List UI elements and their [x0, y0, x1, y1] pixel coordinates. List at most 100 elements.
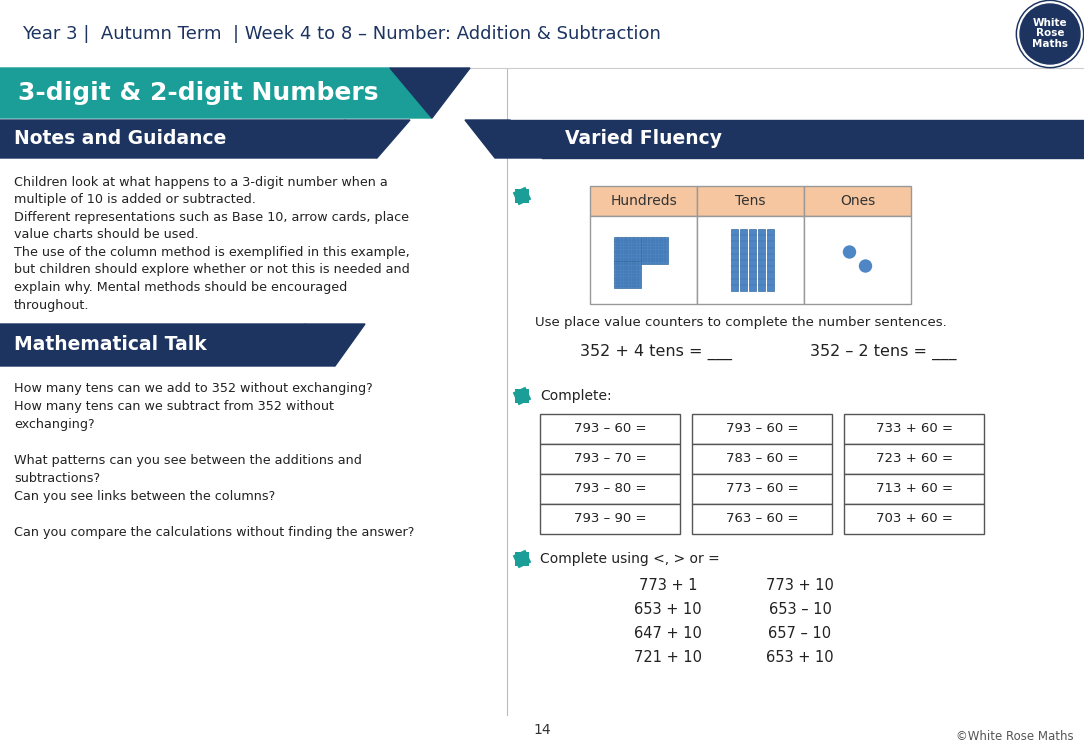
FancyBboxPatch shape — [749, 229, 756, 291]
Text: 793 – 60 =: 793 – 60 = — [573, 422, 646, 436]
FancyBboxPatch shape — [513, 187, 531, 206]
FancyBboxPatch shape — [844, 504, 984, 534]
FancyBboxPatch shape — [697, 216, 804, 304]
Polygon shape — [305, 324, 365, 366]
Text: Children look at what happens to a 3-digit number when a: Children look at what happens to a 3-dig… — [14, 176, 388, 189]
Text: 653 + 10: 653 + 10 — [634, 602, 701, 616]
FancyBboxPatch shape — [692, 414, 833, 444]
Circle shape — [720, 575, 740, 595]
Text: 763 – 60 =: 763 – 60 = — [726, 512, 798, 526]
Text: exchanging?: exchanging? — [14, 418, 94, 431]
Text: multiple of 10 is added or subtracted.: multiple of 10 is added or subtracted. — [14, 194, 256, 206]
Text: Use place value counters to complete the number sentences.: Use place value counters to complete the… — [535, 316, 946, 329]
FancyBboxPatch shape — [844, 414, 984, 444]
FancyBboxPatch shape — [692, 444, 833, 474]
Polygon shape — [0, 68, 433, 118]
Text: Tens: Tens — [735, 194, 765, 208]
Text: 653 + 10: 653 + 10 — [766, 650, 834, 664]
Text: value charts should be used.: value charts should be used. — [14, 229, 198, 242]
FancyBboxPatch shape — [513, 387, 531, 405]
FancyBboxPatch shape — [540, 504, 680, 534]
FancyBboxPatch shape — [590, 216, 697, 304]
Text: 352 + 4 tens = ___: 352 + 4 tens = ___ — [580, 344, 732, 360]
FancyBboxPatch shape — [540, 444, 680, 474]
Text: White: White — [1033, 18, 1068, 28]
Text: 783 – 60 =: 783 – 60 = — [726, 452, 798, 466]
Text: 773 – 60 =: 773 – 60 = — [725, 482, 798, 496]
Text: Varied Fluency: Varied Fluency — [565, 130, 722, 149]
FancyBboxPatch shape — [692, 504, 833, 534]
Text: subtractions?: subtractions? — [14, 472, 100, 485]
Polygon shape — [345, 120, 410, 158]
Text: 352 – 2 tens = ___: 352 – 2 tens = ___ — [810, 344, 956, 360]
Text: Complete:: Complete: — [540, 389, 611, 403]
FancyBboxPatch shape — [804, 216, 911, 304]
Text: Complete using <, > or =: Complete using <, > or = — [540, 552, 720, 566]
Text: 657 – 10: 657 – 10 — [769, 626, 831, 640]
FancyBboxPatch shape — [515, 552, 529, 566]
FancyBboxPatch shape — [540, 414, 680, 444]
Text: 793 – 70 =: 793 – 70 = — [573, 452, 646, 466]
Text: 793 – 90 =: 793 – 90 = — [573, 512, 646, 526]
Circle shape — [860, 260, 872, 272]
Text: Can you compare the calculations without finding the answer?: Can you compare the calculations without… — [14, 526, 414, 539]
Polygon shape — [509, 120, 1084, 158]
FancyBboxPatch shape — [804, 186, 911, 216]
Text: 14: 14 — [533, 723, 551, 737]
Text: 653 – 10: 653 – 10 — [769, 602, 831, 616]
Text: 723 + 60 =: 723 + 60 = — [876, 452, 953, 466]
Text: How many tens can we subtract from 352 without: How many tens can we subtract from 352 w… — [14, 400, 334, 413]
FancyBboxPatch shape — [614, 237, 641, 264]
Text: 773 + 10: 773 + 10 — [766, 578, 834, 592]
Polygon shape — [465, 120, 542, 158]
FancyBboxPatch shape — [515, 189, 529, 203]
Text: 647 + 10: 647 + 10 — [634, 626, 702, 640]
Circle shape — [720, 623, 740, 643]
Text: 793 – 80 =: 793 – 80 = — [573, 482, 646, 496]
Polygon shape — [390, 68, 470, 118]
Text: How many tens can we add to 352 without exchanging?: How many tens can we add to 352 without … — [14, 382, 373, 395]
FancyBboxPatch shape — [697, 186, 804, 216]
FancyBboxPatch shape — [758, 229, 765, 291]
Circle shape — [843, 246, 855, 258]
FancyBboxPatch shape — [731, 229, 738, 291]
FancyBboxPatch shape — [844, 444, 984, 474]
FancyBboxPatch shape — [844, 474, 984, 504]
Text: Rose: Rose — [1035, 28, 1064, 38]
Text: What patterns can you see between the additions and: What patterns can you see between the ad… — [14, 454, 362, 467]
Text: Mathematical Talk: Mathematical Talk — [14, 335, 207, 355]
Circle shape — [1020, 4, 1080, 64]
Text: 721 + 10: 721 + 10 — [634, 650, 702, 664]
Text: 773 + 1: 773 + 1 — [638, 578, 697, 592]
Text: Ones: Ones — [840, 194, 875, 208]
FancyBboxPatch shape — [614, 261, 641, 288]
FancyBboxPatch shape — [540, 474, 680, 504]
FancyBboxPatch shape — [767, 229, 774, 291]
Text: 713 + 60 =: 713 + 60 = — [876, 482, 953, 496]
Text: throughout.: throughout. — [14, 298, 90, 311]
Text: 733 + 60 =: 733 + 60 = — [876, 422, 953, 436]
Text: Different representations such as Base 10, arrow cards, place: Different representations such as Base 1… — [14, 211, 409, 224]
Text: but children should explore whether or not this is needed and: but children should explore whether or n… — [14, 263, 410, 277]
Circle shape — [720, 647, 740, 667]
Text: ©White Rose Maths: ©White Rose Maths — [956, 730, 1074, 742]
Text: Notes and Guidance: Notes and Guidance — [14, 130, 227, 149]
FancyBboxPatch shape — [641, 237, 668, 264]
FancyBboxPatch shape — [513, 550, 531, 568]
Text: 703 + 60 =: 703 + 60 = — [876, 512, 953, 526]
Polygon shape — [0, 324, 335, 366]
Circle shape — [720, 599, 740, 619]
FancyBboxPatch shape — [515, 389, 529, 403]
FancyBboxPatch shape — [590, 186, 697, 216]
Text: Year 3 |  Autumn Term  | Week 4 to 8 – Number: Addition & Subtraction: Year 3 | Autumn Term | Week 4 to 8 – Num… — [22, 25, 661, 43]
Polygon shape — [0, 120, 377, 158]
Text: The use of the column method is exemplified in this example,: The use of the column method is exemplif… — [14, 246, 410, 259]
FancyBboxPatch shape — [692, 474, 833, 504]
FancyBboxPatch shape — [740, 229, 747, 291]
Text: explain why. Mental methods should be encouraged: explain why. Mental methods should be en… — [14, 281, 347, 294]
Text: 3-digit & 2-digit Numbers: 3-digit & 2-digit Numbers — [18, 81, 378, 105]
Text: Can you see links between the columns?: Can you see links between the columns? — [14, 490, 275, 503]
Text: 793 – 60 =: 793 – 60 = — [726, 422, 798, 436]
Text: Hundreds: Hundreds — [610, 194, 676, 208]
Text: Maths: Maths — [1032, 39, 1068, 49]
